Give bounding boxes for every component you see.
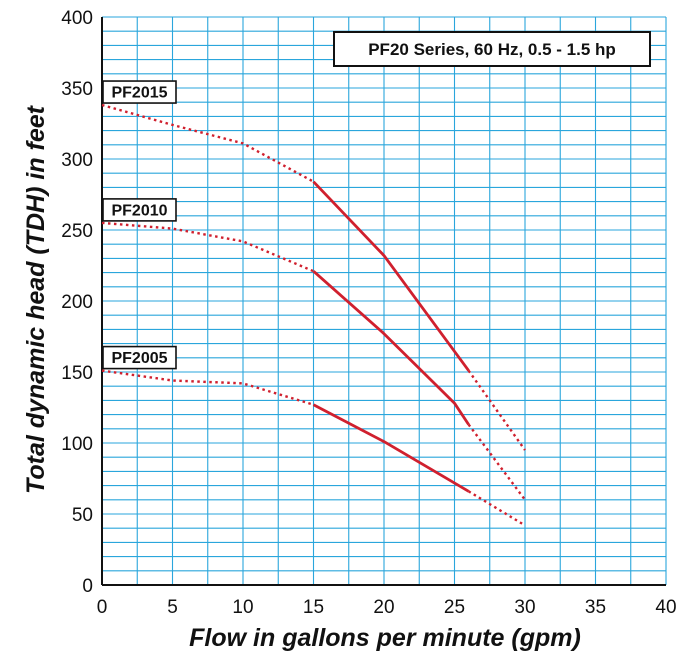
- chart-title: PF20 Series, 60 Hz, 0.5 - 1.5 hp: [368, 40, 616, 59]
- x-tick-label: 20: [373, 597, 394, 618]
- axes: [101, 17, 666, 586]
- dotted-segment: [101, 221, 314, 273]
- solid-segment: [312, 270, 470, 426]
- series-label-box: [102, 198, 177, 222]
- y-tick-label: 200: [61, 292, 93, 313]
- y-tick-label: 0: [82, 576, 93, 597]
- x-tick-label: 5: [167, 597, 178, 618]
- grid: [101, 16, 667, 586]
- x-axis-title: Flow in gallons per minute (gpm): [189, 624, 581, 652]
- chart-title-frame: [333, 31, 651, 67]
- x-tick-label: 30: [514, 597, 535, 618]
- y-tick-label: 300: [61, 150, 93, 171]
- dotted-segment: [467, 423, 526, 501]
- series-pf2010: PF2010: [101, 198, 526, 501]
- x-tick-label: 40: [655, 597, 676, 618]
- x-tick-label: 15: [303, 597, 324, 618]
- y-axis-title: Total dynamic head (TDH) in feet: [22, 104, 50, 494]
- series-label-text: PF2010: [111, 202, 167, 219]
- dotted-segment: [467, 490, 526, 527]
- y-tick-label: 50: [72, 505, 93, 526]
- series-label-box: [102, 80, 177, 104]
- series-label: PF2005: [102, 345, 177, 370]
- chart-title-box: PF20 Series, 60 Hz, 0.5 - 1.5 hp: [333, 31, 651, 67]
- y-tick-label: 250: [61, 221, 93, 242]
- series-label-text: PF2015: [111, 85, 167, 102]
- dotted-segment: [101, 103, 315, 183]
- series-label-box: [102, 345, 177, 370]
- series-label: PF2015: [102, 80, 177, 104]
- solid-segment: [312, 403, 470, 493]
- dotted-segment: [467, 369, 526, 451]
- x-tick-label: 0: [97, 597, 108, 618]
- y-tick-label: 400: [61, 8, 93, 29]
- series-pf2015: PF2015: [101, 80, 526, 451]
- x-tick-label: 35: [585, 597, 606, 618]
- x-tick-label: 10: [232, 597, 253, 618]
- y-tick-label: 350: [61, 79, 93, 100]
- series-label-text: PF2005: [111, 350, 167, 367]
- series-pf2005: PF2005: [101, 345, 526, 527]
- series-label: PF2010: [102, 198, 177, 222]
- solid-segment: [312, 180, 470, 372]
- y-tick-label: 150: [61, 363, 93, 384]
- y-tick-label: 100: [61, 434, 93, 455]
- x-tick-label: 25: [444, 597, 465, 618]
- series-lines: PF2015 PF2010 PF2005: [101, 80, 526, 527]
